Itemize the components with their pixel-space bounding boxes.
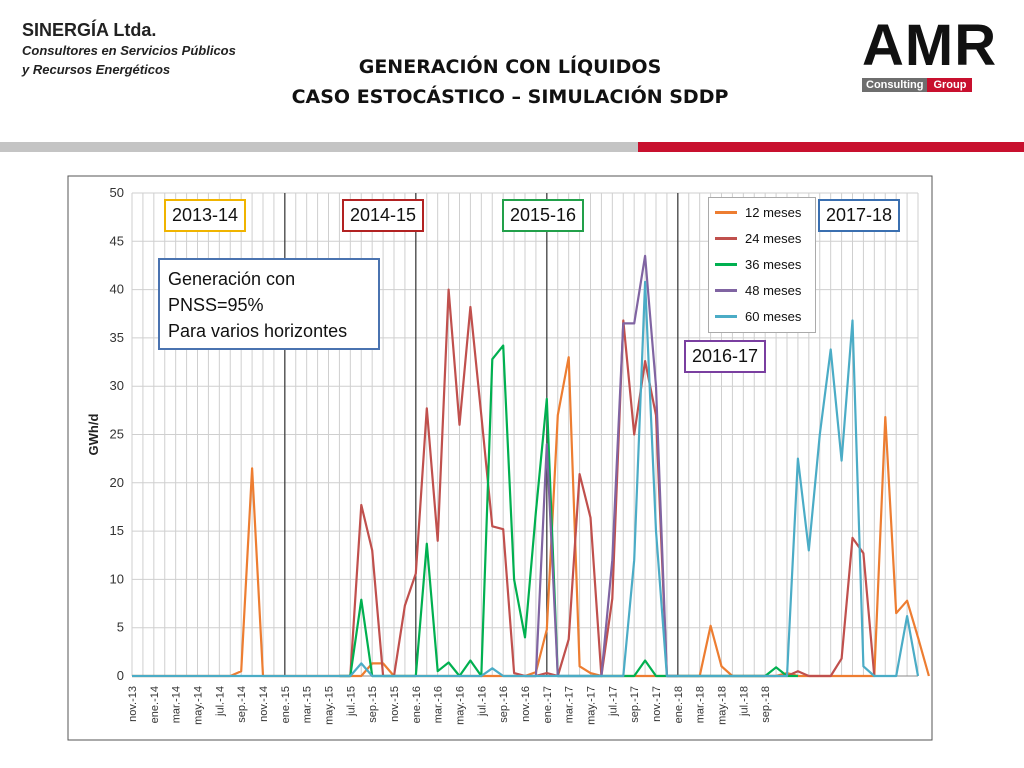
x-tick-label: jul.-17 [607,686,619,717]
x-tick-label: mar.-15 [302,686,314,723]
company-block: SINERGÍA Ltda. Consultores en Servicios … [22,20,236,79]
series-line-60-meses [132,280,920,678]
season-label-2013-14: 2013-14 [164,199,247,232]
logo-badge-group: Group [927,78,973,92]
legend-item: 48 meses [715,277,801,303]
chart-legend: 12 meses 24 meses 36 meses 48 meses 60 meses [708,197,816,333]
series-line-24-meses [339,288,876,678]
legend-label: 36 meses [745,256,802,272]
x-tick-label: jul.-18 [738,686,750,717]
legend-label: 48 meses [745,282,802,298]
company-subtitle-1: Consultores en Servicios Públicos [22,43,236,58]
x-tick-label: mar.-17 [564,686,576,723]
y-tick-label: 45 [110,233,124,248]
header-divider-grey [0,142,640,152]
x-tick-label: jul.-14 [214,686,226,717]
y-tick-label: 35 [110,330,124,345]
x-tick-label: sep.-14 [236,686,248,723]
x-tick-label: mar.-16 [433,686,445,723]
legend-item: 12 meses [715,199,801,225]
logo-badges: Consulting Group [862,78,973,92]
y-axis-label: GWh/d [86,414,101,456]
header-divider-red [638,142,1024,152]
company-name: SINERGÍA Ltda. [22,20,157,40]
x-tick-label: nov.-17 [651,686,663,722]
note-box: Generación con PNSS=95% Para varios hori… [158,258,380,350]
x-tick-label: jul.-15 [345,686,357,717]
y-tick-label: 10 [110,571,124,586]
slide-title-line-1: GENERACIÓN CON LÍQUIDOS [358,56,662,78]
y-tick-label: 30 [110,378,124,393]
x-tick-label: sep.-17 [629,686,641,723]
logo-badge-consulting: Consulting [862,78,928,92]
legend-item: 36 meses [715,251,801,277]
slide-title: GENERACIÓN CON LÍQUIDOS CASO ESTOCÁSTICO… [240,52,780,112]
y-tick-label: 20 [110,475,124,490]
x-tick-label: may.-18 [717,686,729,725]
x-tick-label: mar.-18 [695,686,707,723]
x-tick-label: jul.-16 [476,686,488,717]
y-tick-label: 5 [117,620,124,635]
season-label-2014-15: 2014-15 [342,199,425,232]
x-tick-label: may.-16 [455,686,467,725]
legend-item: 60 meses [715,303,801,329]
x-tick-label: nov.-14 [258,686,270,722]
x-tick-label: ene.-16 [411,686,423,723]
x-tick-label: sep.-15 [367,686,379,723]
legend-label: 60 meses [745,308,802,324]
x-tick-label: mar.-14 [171,686,183,723]
x-tick-label: may.-15 [324,686,336,725]
x-tick-label: sep.-18 [760,686,772,723]
x-tick-label: ene.-18 [673,686,685,723]
legend-label: 12 meses [745,204,802,220]
x-tick-label: may.-17 [586,686,598,725]
legend-item: 24 meses [715,225,801,251]
legend-swatch [715,314,737,318]
slide-title-line-2: CASO ESTOCÁSTICO – SIMULACIÓN SDDP [291,86,729,108]
note-line-3: Para varios horizontes [168,321,348,341]
season-label-2017-18: 2017-18 [818,199,901,232]
logo-text: AMR [862,13,998,78]
x-tick-label: ene.-17 [542,686,554,723]
season-label-2016-17: 2016-17 [684,340,767,373]
legend-label: 24 meses [745,230,802,246]
y-tick-label: 40 [110,282,124,297]
legend-swatch [715,210,737,214]
y-tick-label: 50 [110,185,124,200]
company-subtitle-2: y Recursos Energéticos [22,62,171,77]
season-label-2015-16: 2015-16 [502,199,585,232]
amr-logo: AMR Consulting Group [862,15,997,95]
x-tick-label: nov.-15 [389,686,401,722]
x-tick-label: ene.-15 [280,686,292,723]
note-line-1: Generación con [168,269,296,289]
x-tick-label: ene.-14 [149,686,161,723]
note-line-2: PNSS=95% [168,295,264,315]
legend-swatch [715,262,737,266]
legend-swatch [715,288,737,292]
series-line-12-meses [132,356,930,678]
x-tick-label: may.-14 [193,686,205,725]
series-line-48-meses [525,254,678,678]
y-tick-label: 25 [110,427,124,442]
y-tick-label: 0 [117,668,124,683]
y-tick-label: 15 [110,523,124,538]
legend-swatch [715,236,737,240]
x-tick-label: nov.-13 [127,686,139,722]
x-tick-label: nov.-16 [520,686,532,722]
x-tick-label: sep.-16 [498,686,510,723]
